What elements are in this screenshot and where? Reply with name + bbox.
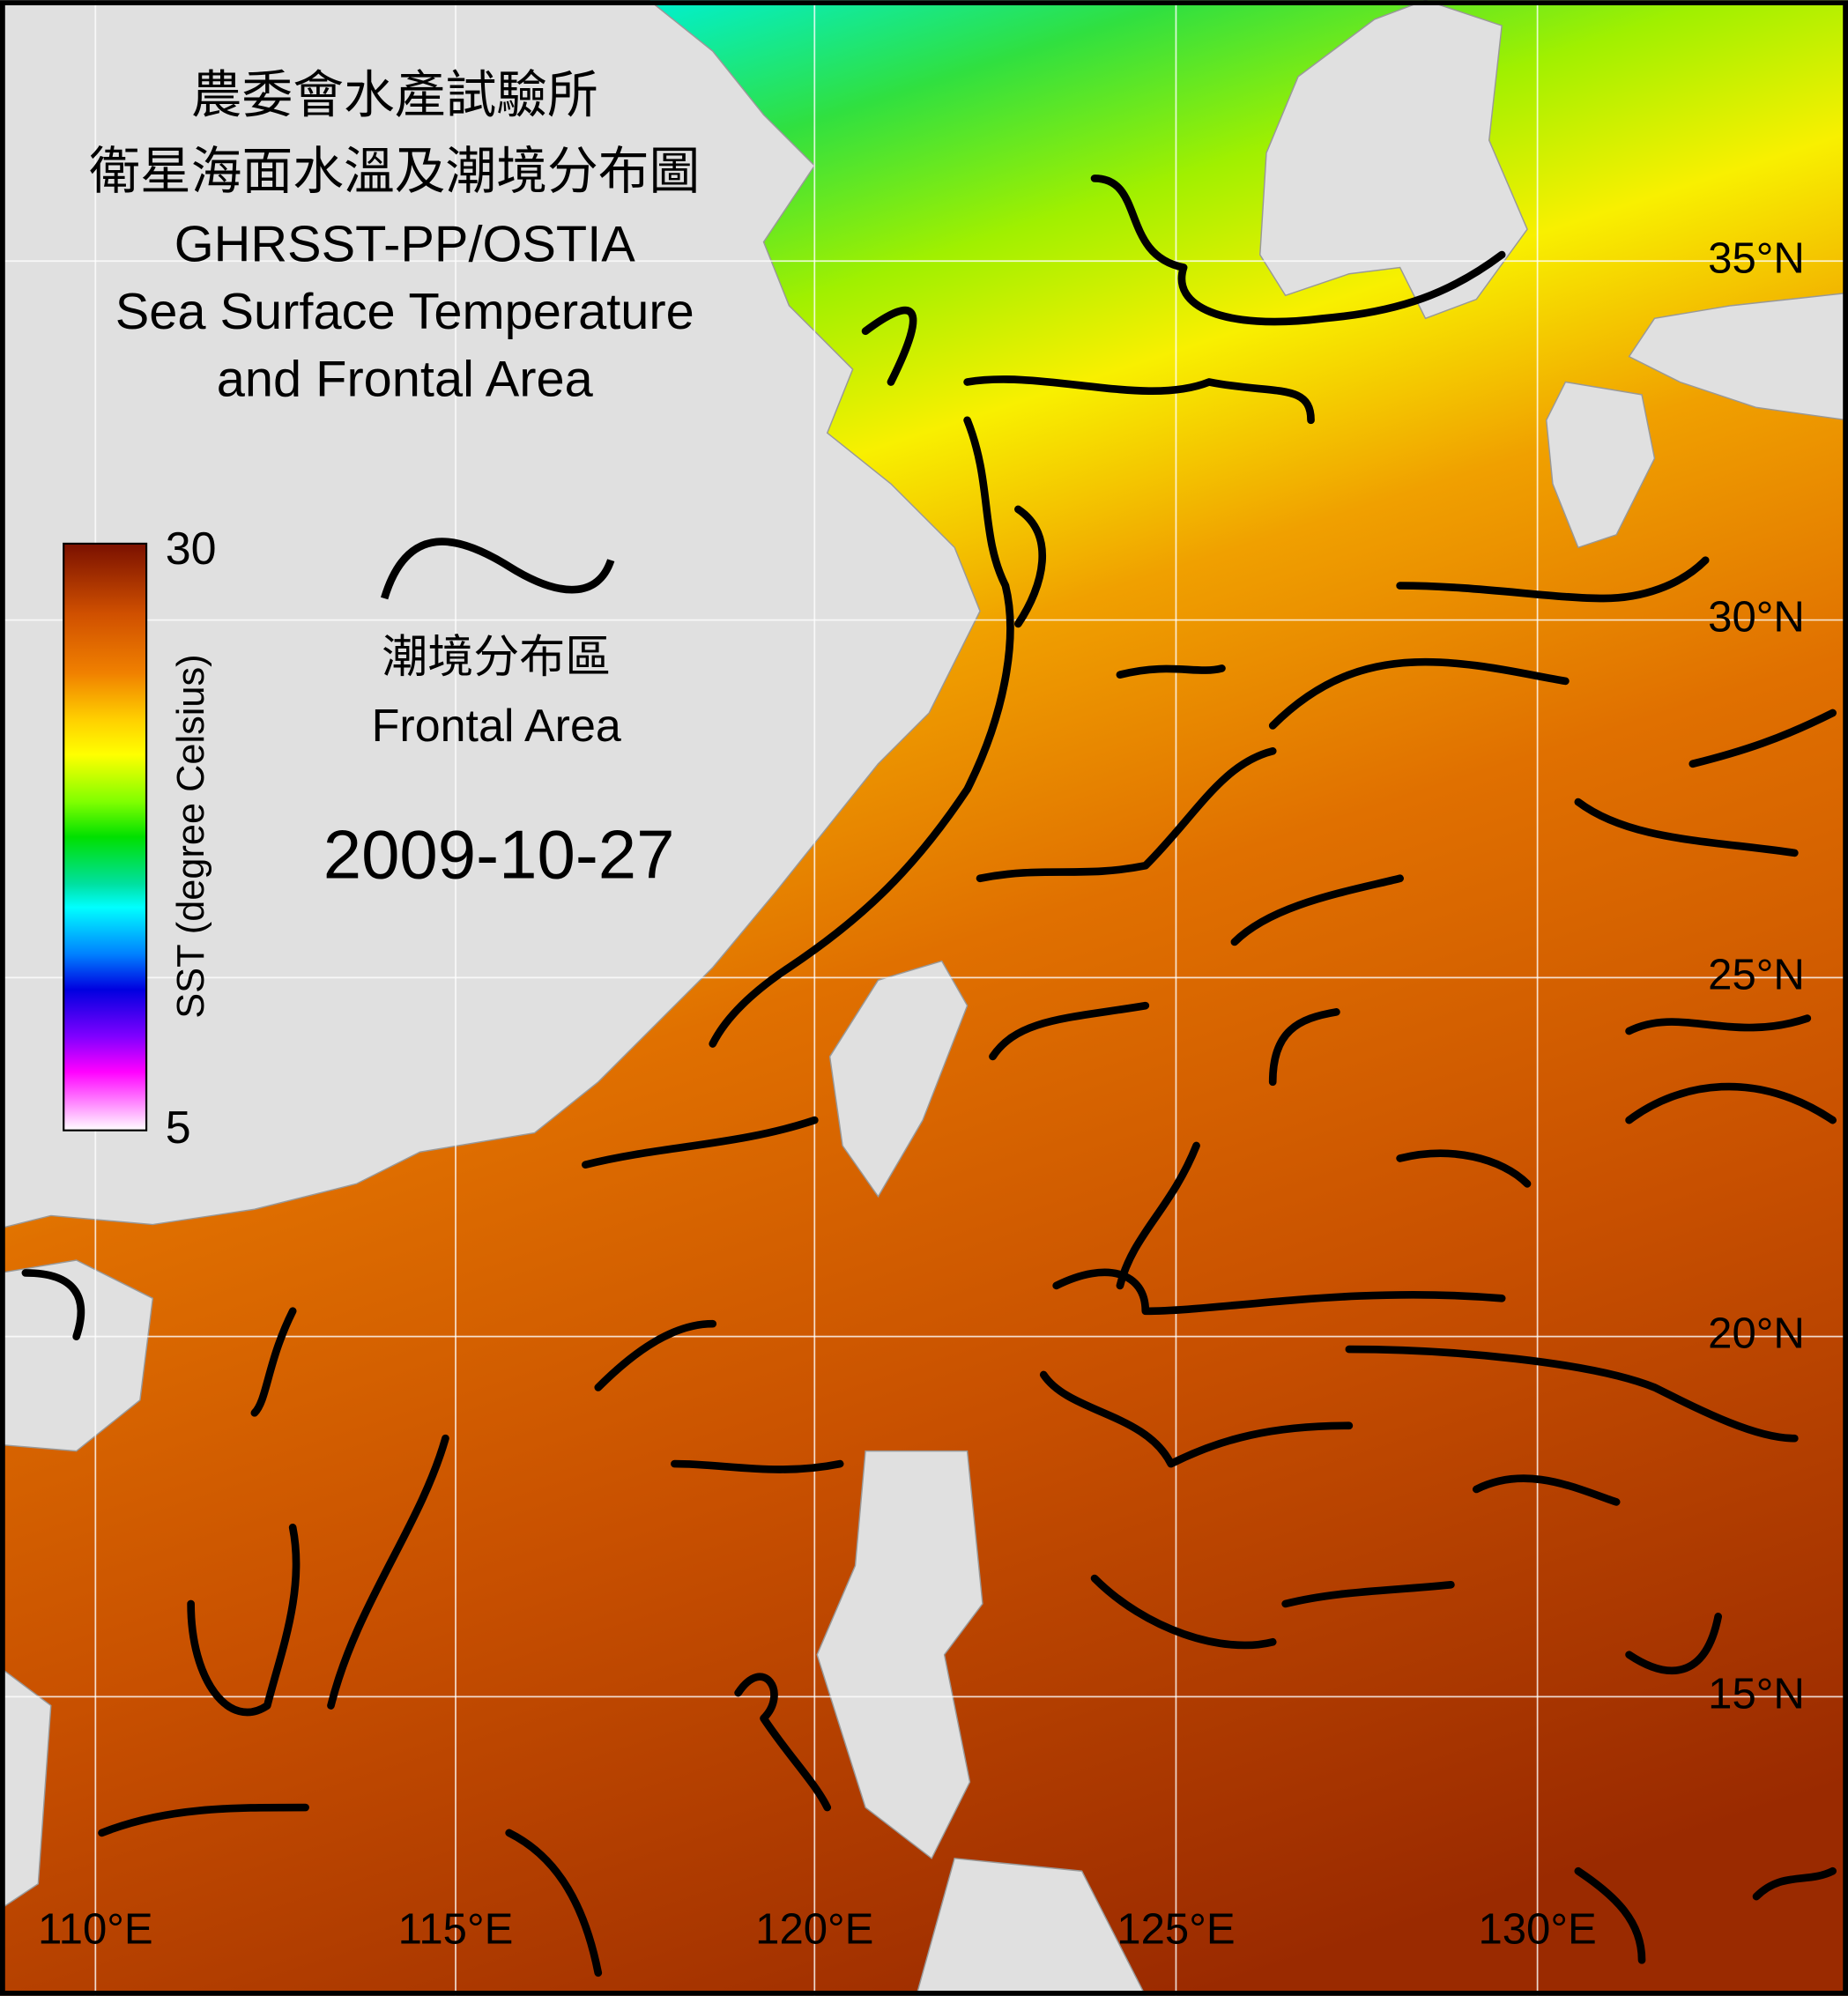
- front: [327, 1434, 449, 1710]
- front: [1090, 174, 1506, 326]
- lon-label: 120°E: [755, 1906, 873, 1954]
- title-line: GHRSST-PP/OSTIA: [174, 216, 636, 272]
- legend: 潮境分布區 Frontal Area: [372, 538, 621, 752]
- latitude-labels: 35°N 30°N 25°N 20°N 15°N: [1708, 234, 1805, 1718]
- front: [671, 1459, 844, 1473]
- date: 2009-10-27: [323, 816, 675, 894]
- lat-label: 25°N: [1708, 951, 1805, 998]
- front: [1688, 709, 1837, 768]
- front: [963, 375, 1315, 425]
- colorbar-max: 30: [166, 523, 217, 575]
- legend-symbol: [381, 538, 615, 600]
- indochina: [0, 1666, 52, 1911]
- front: [98, 1803, 309, 1837]
- front: [250, 1307, 297, 1417]
- front: [505, 1829, 603, 1977]
- hainan: [0, 1259, 154, 1452]
- lon-label: 125°E: [1117, 1906, 1235, 1954]
- front: [1625, 1082, 1837, 1124]
- front: [1625, 1613, 1723, 1674]
- title-line: Sea Surface Temperature: [115, 284, 694, 340]
- longitude-labels: 110°E 115°E 120°E 125°E 130°E: [38, 1906, 1597, 1954]
- japan-honshu: [1628, 292, 1848, 421]
- front: [861, 306, 917, 386]
- front: [1052, 1268, 1506, 1316]
- front: [582, 1116, 819, 1169]
- lat-label: 35°N: [1708, 234, 1805, 282]
- front: [1116, 1141, 1200, 1290]
- korea: [1259, 0, 1528, 320]
- colorbar-scale: [63, 542, 148, 1132]
- fronts: [21, 174, 1837, 1977]
- front: [1230, 874, 1404, 946]
- front: [1396, 1149, 1532, 1188]
- lat-label: 20°N: [1708, 1310, 1805, 1358]
- front: [1752, 1866, 1837, 1901]
- front: [1396, 556, 1710, 603]
- front: [1574, 1866, 1646, 1964]
- front: [1345, 1345, 1799, 1443]
- legend-label: Frontal Area: [372, 701, 621, 752]
- front: [1625, 1014, 1812, 1035]
- legend-label: 潮境分布區: [382, 632, 611, 683]
- front: [976, 746, 1277, 883]
- colorbar-label: SST (degree Celsius): [170, 654, 212, 1018]
- front: [187, 1523, 301, 1717]
- front: [709, 416, 1014, 1048]
- front: [1281, 1580, 1455, 1608]
- front: [989, 1001, 1150, 1061]
- title-line: and Frontal Area: [217, 351, 594, 407]
- front: [21, 1269, 85, 1340]
- title-block: 農委會水產試驗所 衛星海面水溫及潮境分布圖 GHRSST-PP/OSTIA Se…: [89, 67, 700, 407]
- colorbar-min: 5: [166, 1102, 191, 1154]
- china-coast: [0, 0, 981, 1229]
- front: [1268, 1008, 1340, 1087]
- front: [1116, 664, 1226, 679]
- front: [594, 1319, 717, 1391]
- title-line: 衛星海面水溫及潮境分布圖: [89, 144, 700, 200]
- lon-label: 115°E: [398, 1906, 514, 1954]
- front: [734, 1673, 832, 1812]
- japan-kyushu: [1545, 381, 1656, 549]
- front: [1039, 1370, 1354, 1468]
- lat-label: 30°N: [1708, 594, 1805, 642]
- taiwan: [828, 960, 969, 1198]
- luzon: [816, 1450, 983, 1859]
- front: [1574, 798, 1799, 857]
- front: [1014, 505, 1047, 628]
- lon-label: 130°E: [1478, 1906, 1596, 1954]
- lat-label: 15°N: [1708, 1670, 1805, 1718]
- front: [1472, 1474, 1621, 1506]
- front: [1268, 657, 1570, 730]
- lon-label: 110°E: [38, 1906, 153, 1954]
- front: [1090, 1574, 1277, 1650]
- title-line: 農委會水產試驗所: [191, 67, 598, 123]
- colorbar: 30 5 SST (degree Celsius): [63, 523, 217, 1154]
